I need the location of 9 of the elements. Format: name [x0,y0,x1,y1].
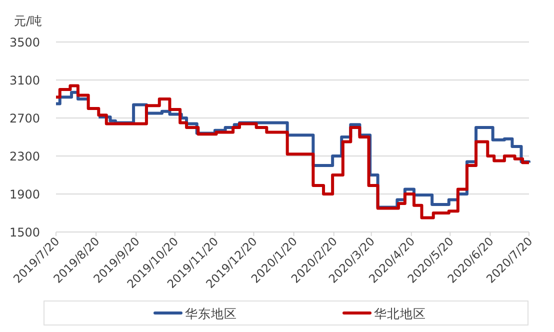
y-tick-label: 3500 [9,36,40,50]
y-tick-label: 2700 [9,112,40,126]
legend-label: 华北地区 [374,306,426,321]
y-tick-label: 3100 [9,74,40,88]
y-tick-label: 1500 [9,226,40,240]
y-tick-label: 2300 [9,150,40,164]
legend-label: 华东地区 [185,306,237,321]
y-axis-title: 元/吨 [14,14,42,28]
y-tick-label: 1900 [9,188,40,202]
